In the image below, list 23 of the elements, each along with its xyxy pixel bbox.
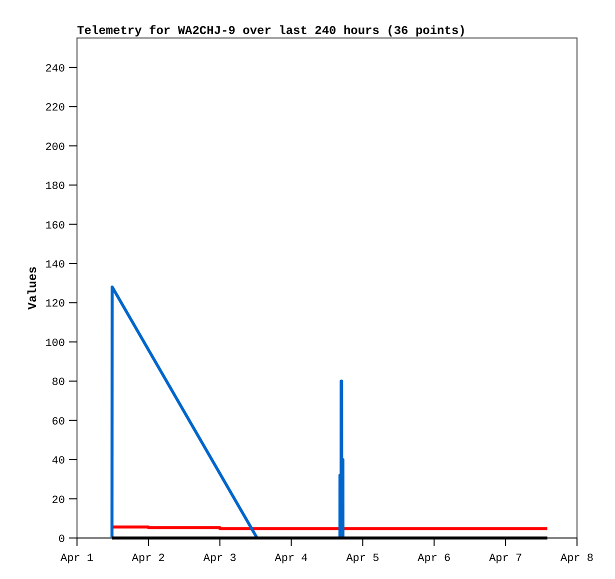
x-tick-label: Apr 2 bbox=[132, 553, 165, 565]
y-tick-label: 240 bbox=[45, 63, 65, 76]
x-tick-label: Apr 1 bbox=[60, 553, 94, 565]
x-tick-label: Apr 5 bbox=[346, 553, 380, 565]
x-tick-label: Apr 7 bbox=[489, 553, 522, 565]
y-tick-label: 20 bbox=[52, 494, 65, 507]
chart-title: Telemetry for WA2CHJ-9 over last 240 hours (36 points) bbox=[77, 24, 466, 38]
y-tick-label: 120 bbox=[45, 298, 65, 311]
x-tick-label: Apr 3 bbox=[203, 553, 236, 565]
y-tick-label: 0 bbox=[58, 534, 65, 546]
x-tick-label: Apr 6 bbox=[418, 553, 451, 565]
y-tick-label: 220 bbox=[45, 102, 65, 115]
y-tick-label: 200 bbox=[45, 142, 65, 154]
y-tick-label: 180 bbox=[45, 181, 65, 194]
y-tick-label: 140 bbox=[45, 259, 65, 272]
x-tick-label: Apr 4 bbox=[274, 553, 308, 565]
y-tick-label: 80 bbox=[52, 377, 65, 390]
y-tick-label: 100 bbox=[45, 338, 65, 350]
x-tick-label: Apr 8 bbox=[560, 553, 594, 565]
y-tick-label: 40 bbox=[52, 456, 65, 468]
y-tick-label: 160 bbox=[45, 220, 65, 232]
y-tick-label: 60 bbox=[52, 416, 65, 428]
y-axis-title: Values bbox=[26, 266, 40, 310]
